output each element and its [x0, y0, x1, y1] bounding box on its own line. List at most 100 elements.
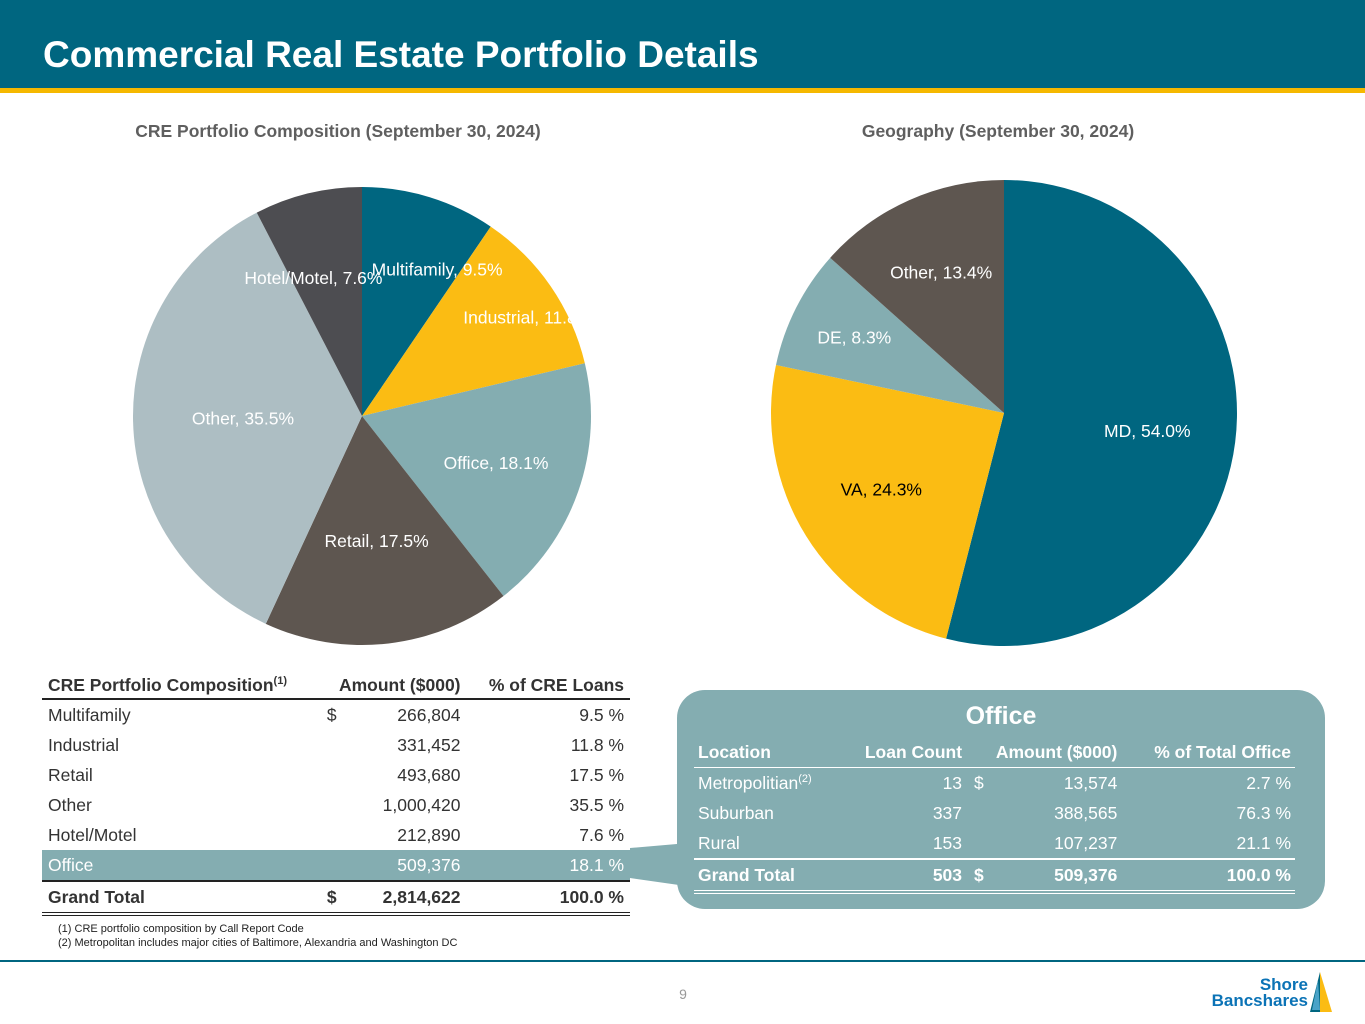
- geography-pie-title: Geography (September 30, 2024): [861, 121, 1135, 141]
- cre-pie-label-other: Other, 35.5%: [192, 409, 294, 429]
- row-currency: $: [326, 704, 337, 725]
- row-currency: [321, 820, 345, 850]
- cre-pie-label-industrial: Industrial, 11.8%: [463, 307, 592, 327]
- row-name: Hotel/Motel: [48, 824, 137, 845]
- total-currency: $: [966, 858, 1003, 894]
- row-name: Industrial: [48, 734, 120, 755]
- geo-pie-label-md: MD, 54.0%: [1104, 421, 1191, 441]
- table-total-row: Grand Total 503 $ 509,376 100.0 %: [694, 858, 1295, 894]
- row-name: Metropolitian(2): [698, 772, 812, 793]
- row-pct: 7.6 %: [579, 824, 624, 845]
- title-bar-accent-rule: [0, 88, 1365, 93]
- column-header-amount: Amount ($000): [966, 733, 1122, 768]
- cre-pie-slice-other: [133, 212, 362, 624]
- geo-pie-slice-md: [946, 180, 1237, 646]
- row-name: Office: [42, 850, 321, 881]
- column-header-pct-office: % of Total Office: [1121, 733, 1295, 768]
- cre-pie-label-retail: Retail, 17.5%: [325, 531, 429, 551]
- cre-pie-label-hotel-motel: Hotel/Motel, 7.6%: [244, 268, 382, 288]
- row-amount: 388,565: [1054, 802, 1118, 823]
- total-amount: 2,814,622: [344, 880, 467, 916]
- row-currency: [321, 790, 345, 820]
- footnote-2: (2) Metropolitan includes major cities o…: [58, 937, 458, 949]
- geo-pie-slice-de: [775, 257, 1004, 413]
- total-name: Grand Total: [694, 858, 840, 894]
- geo-pie-label-de: DE, 8.3%: [817, 327, 891, 347]
- table-header-row: CRE Portfolio Composition(1) Amount ($00…: [42, 670, 630, 700]
- footnote-marker: (2): [798, 772, 812, 785]
- table-row: Hotel/Motel 212,890 7.6 %: [42, 820, 630, 850]
- row-pct: 35.5 %: [569, 794, 624, 815]
- row-amount: 13,574: [1063, 772, 1118, 793]
- row-amount: 1,000,420: [382, 794, 461, 815]
- row-amount: 331,452: [397, 734, 461, 755]
- row-amount: 212,890: [397, 824, 461, 845]
- row-count: 337: [932, 802, 963, 823]
- column-header-amount: Amount ($000): [320, 670, 467, 700]
- table-row: Metropolitian(2) 13 $ 13,574 2.7 %: [694, 768, 1295, 799]
- cre-pie-title: CRE Portfolio Composition (September 30,…: [135, 121, 541, 141]
- total-pct: 100.0 %: [1121, 858, 1295, 894]
- table-total-row: Grand Total $ 2,814,622 100.0 %: [42, 880, 630, 916]
- row-currency: [320, 850, 345, 881]
- title-bar: [0, 0, 1365, 88]
- row-amount: 107,237: [1054, 832, 1118, 853]
- table-row: Industrial 331,452 11.8 %: [42, 730, 630, 760]
- sailboat-icon: [1310, 972, 1332, 1012]
- row-amount: 509,376: [344, 850, 467, 881]
- cre-pie-slice-hotel-motel: [256, 187, 362, 416]
- logo-text-line1: Shore: [1259, 975, 1308, 994]
- row-currency: $: [974, 772, 984, 793]
- cre-pie-slice-office: [362, 363, 591, 597]
- row-name: Other: [48, 794, 92, 815]
- row-currency: [321, 730, 345, 760]
- row-currency: [966, 798, 1002, 828]
- table-row-highlighted-office: Office 509,376 18.1 %: [42, 850, 630, 881]
- column-header-pct: % of CRE Loans: [466, 670, 630, 700]
- logo-text-line2: Bancshares: [1211, 991, 1308, 1010]
- cre-pie-label-office: Office, 18.1%: [444, 453, 549, 473]
- row-name: Rural: [698, 832, 740, 853]
- cre-pie-label-multifamily: Multifamily, 9.5%: [372, 259, 503, 279]
- row-pct: 76.3 %: [1236, 802, 1291, 823]
- row-pct: 9.5 %: [579, 704, 624, 725]
- shore-bancshares-logo: Shore Bancshares: [1212, 970, 1336, 1018]
- geo-pie-label-va: VA, 24.3%: [841, 479, 922, 499]
- footnote-marker: (1): [273, 674, 287, 687]
- total-count: 503: [839, 858, 967, 894]
- office-table: Location Loan Count Amount ($000) % of T…: [694, 733, 1295, 894]
- total-name: Grand Total: [42, 880, 321, 916]
- total-currency: $: [320, 880, 345, 916]
- row-pct: 18.1 %: [466, 850, 630, 881]
- total-amount: 509,376: [1002, 858, 1122, 894]
- column-header-composition: CRE Portfolio Composition(1): [42, 670, 321, 700]
- geo-pie-label-other: Other, 13.4%: [890, 263, 992, 283]
- row-currency: [966, 828, 1002, 859]
- row-currency: [321, 760, 345, 790]
- table-row: Rural 153 107,237 21.1 %: [694, 828, 1295, 859]
- table-header-row: Location Loan Count Amount ($000) % of T…: [694, 733, 1295, 768]
- footer-rule: [0, 960, 1365, 962]
- row-name: Suburban: [698, 802, 774, 823]
- cre-pie-slice-industrial: [362, 226, 585, 416]
- table-row: Other 1,000,420 35.5 %: [42, 790, 630, 820]
- column-header-loan-count: Loan Count: [839, 733, 967, 768]
- footnote-1: (1) CRE portfolio composition by Call Re…: [58, 923, 304, 935]
- row-amount: 266,804: [397, 704, 461, 725]
- office-breakdown-panel: Office Location Loan Count Amount ($000)…: [677, 690, 1325, 909]
- row-pct: 2.7 %: [1246, 772, 1291, 793]
- total-pct: 100.0 %: [466, 880, 630, 916]
- row-count: 153: [932, 832, 963, 853]
- row-pct: 17.5 %: [569, 764, 624, 785]
- row-amount: 493,680: [397, 764, 461, 785]
- row-pct: 21.1 %: [1236, 832, 1291, 853]
- table-row: Retail 493,680 17.5 %: [42, 760, 630, 790]
- cre-pie-slice-multifamily: [362, 187, 491, 416]
- row-count: 13: [942, 772, 963, 793]
- table-row: Suburban 337 388,565 76.3 %: [694, 798, 1295, 828]
- page-number: 9: [679, 986, 687, 1002]
- geo-pie-slice-other: [830, 180, 1004, 413]
- page-title: Commercial Real Estate Portfolio Details: [43, 34, 759, 75]
- cre-pie-slice-retail: [265, 416, 504, 645]
